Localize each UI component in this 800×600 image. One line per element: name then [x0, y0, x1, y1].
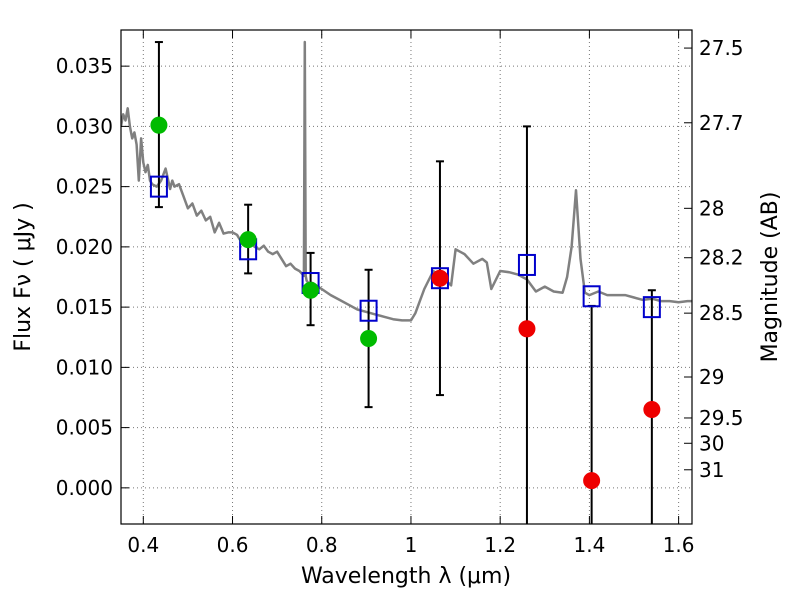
model-photometry-square	[359, 299, 378, 322]
y2-axis-label: Magnitude (AB)	[758, 192, 783, 363]
y-tick-label: 0.035	[56, 54, 113, 78]
model-photometry-square	[642, 296, 661, 319]
observed-flux-point	[431, 269, 449, 287]
model-photometry-square	[582, 285, 601, 308]
y-tick-label: 0.005	[56, 416, 113, 440]
y-tick-label: 0.020	[56, 235, 113, 259]
y-tick-label: 0.025	[56, 175, 113, 199]
y-tick-label: 0.015	[56, 295, 113, 319]
y-tick-label: 0.000	[56, 476, 113, 500]
y2-tick-label: 28.2	[699, 246, 744, 270]
observed-flux-point	[239, 231, 257, 249]
y2-tick-label: 30	[699, 431, 724, 455]
x-tick-label: 0.6	[217, 533, 249, 557]
y2-tick-label: 29.5	[699, 406, 744, 430]
y-axis-label: Flux Fν ( μJy )	[11, 202, 36, 351]
y2-tick-label: 29	[699, 365, 724, 389]
model-spectrum-line	[121, 40, 692, 322]
y2-tick-label: 28.5	[699, 301, 744, 325]
x-tick-label: 1.2	[484, 533, 516, 557]
x-tick-label: 0.8	[306, 533, 338, 557]
x-tick-label: 1.6	[663, 533, 695, 557]
y2-tick-label: 27.7	[699, 111, 744, 135]
y-tick-label: 0.030	[56, 114, 113, 138]
observed-flux-point	[643, 401, 661, 419]
model-photometry-square	[149, 175, 168, 198]
y2-tick-label: 27.5	[699, 36, 744, 60]
y-tick-label: 0.010	[56, 355, 113, 379]
x-axis-label: Wavelength λ (μm)	[301, 564, 511, 589]
grid	[121, 30, 692, 524]
x-tick-label: 1	[405, 533, 418, 557]
observed-flux-point	[150, 116, 168, 134]
x-tick-label: 1.4	[573, 533, 605, 557]
observed-flux-point	[583, 472, 601, 490]
y2-tick-label: 28	[699, 196, 724, 220]
model-photometry-square	[517, 253, 536, 276]
y2-tick-label: 31	[699, 458, 724, 482]
observed-flux-point	[360, 329, 378, 347]
x-tick-label: 0.4	[127, 533, 159, 557]
observed-flux-point	[302, 281, 320, 299]
axes: 0.4 0.6 0.8 1 1.2 1.4 1.6 0.000 0.005 0.010 0.015 0…	[56, 30, 744, 557]
plot-frame	[120, 29, 693, 525]
plot-area	[121, 40, 692, 524]
observed-flux-point	[518, 320, 536, 338]
